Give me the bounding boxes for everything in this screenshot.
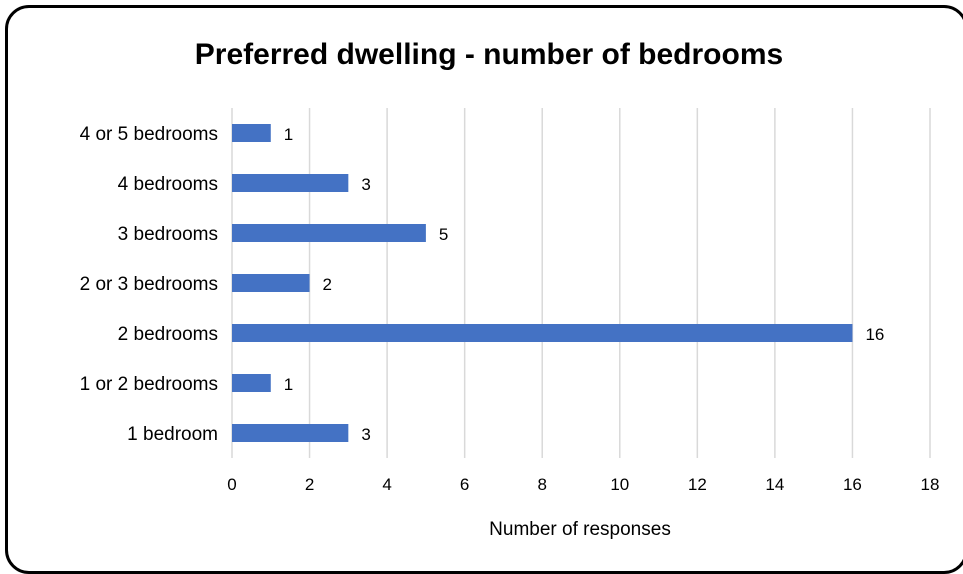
category-label: 1 bedroom: [127, 424, 218, 445]
bar: [232, 224, 426, 242]
data-label: 3: [361, 425, 370, 444]
category-label: 2 or 3 bedrooms: [80, 274, 218, 295]
chart-title: Preferred dwelling - number of bedrooms: [195, 38, 783, 71]
data-label: 1: [284, 125, 293, 144]
x-tick-label: 0: [227, 475, 236, 494]
data-label: 5: [439, 225, 448, 244]
x-tick-label: 16: [843, 475, 862, 494]
x-tick-label: 6: [460, 475, 469, 494]
data-label: 16: [865, 325, 884, 344]
x-tick-label: 12: [688, 475, 707, 494]
bar: [232, 424, 349, 442]
x-tick-label: 4: [382, 475, 391, 494]
data-label: 2: [323, 275, 332, 294]
x-tick-label: 14: [765, 475, 784, 494]
x-tick-label: 8: [537, 475, 546, 494]
gridlines: [231, 108, 931, 458]
bar: [232, 174, 349, 192]
category-labels: 1 bedroom 1 or 2 bedrooms 2 bedrooms 2 or 3…: [80, 124, 218, 445]
x-tick-label: 18: [921, 475, 940, 494]
data-label: 1: [284, 375, 293, 394]
category-label: 2 bedrooms: [118, 324, 218, 345]
data-label: 3: [361, 175, 370, 194]
x-tick-labels: 0 2 4 6 8 10 12 14 16 18: [227, 475, 939, 494]
bar: [232, 124, 271, 142]
category-label: 1 or 2 bedrooms: [80, 374, 218, 395]
bar: [232, 274, 310, 292]
chart-frame: [5, 5, 963, 574]
data-labels: 3 1 16 2 5 3 1: [284, 125, 885, 444]
bar: [232, 374, 271, 392]
x-tick-label: 2: [305, 475, 314, 494]
category-label: 4 bedrooms: [118, 174, 218, 195]
bar: [232, 324, 853, 342]
x-axis-title: Number of responses: [489, 519, 671, 540]
x-tick-label: 10: [610, 475, 629, 494]
bars: [232, 124, 853, 442]
category-label: 3 bedrooms: [118, 224, 218, 245]
category-label: 4 or 5 bedrooms: [80, 124, 218, 145]
